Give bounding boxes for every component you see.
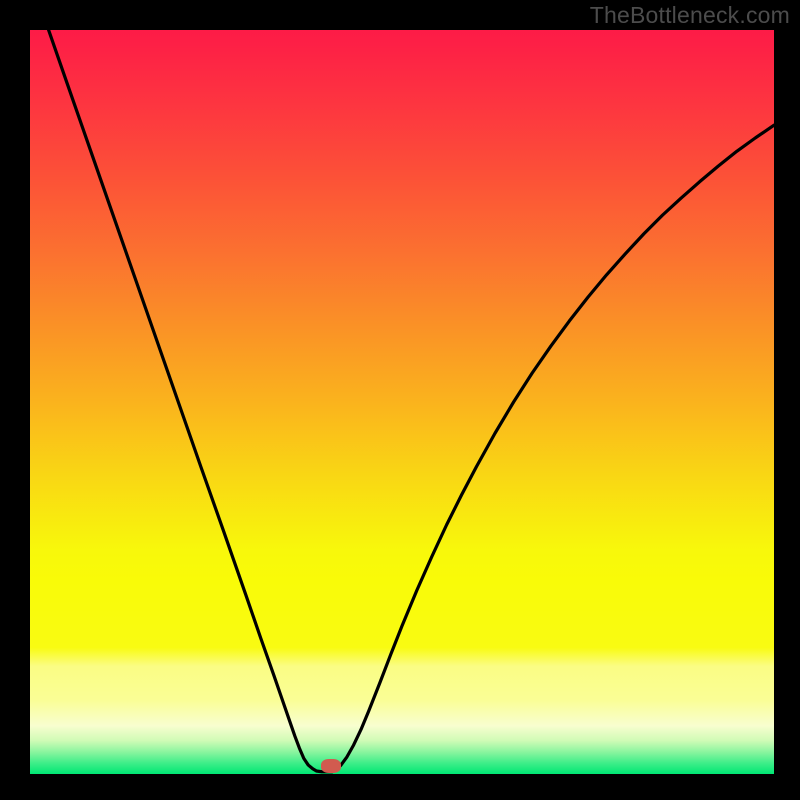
gradient-background	[30, 30, 774, 774]
watermark-text: TheBottleneck.com	[590, 2, 790, 29]
plot-svg	[30, 30, 774, 774]
optimum-marker	[321, 759, 341, 773]
plot-area	[30, 30, 774, 774]
chart-frame: TheBottleneck.com	[0, 0, 800, 800]
